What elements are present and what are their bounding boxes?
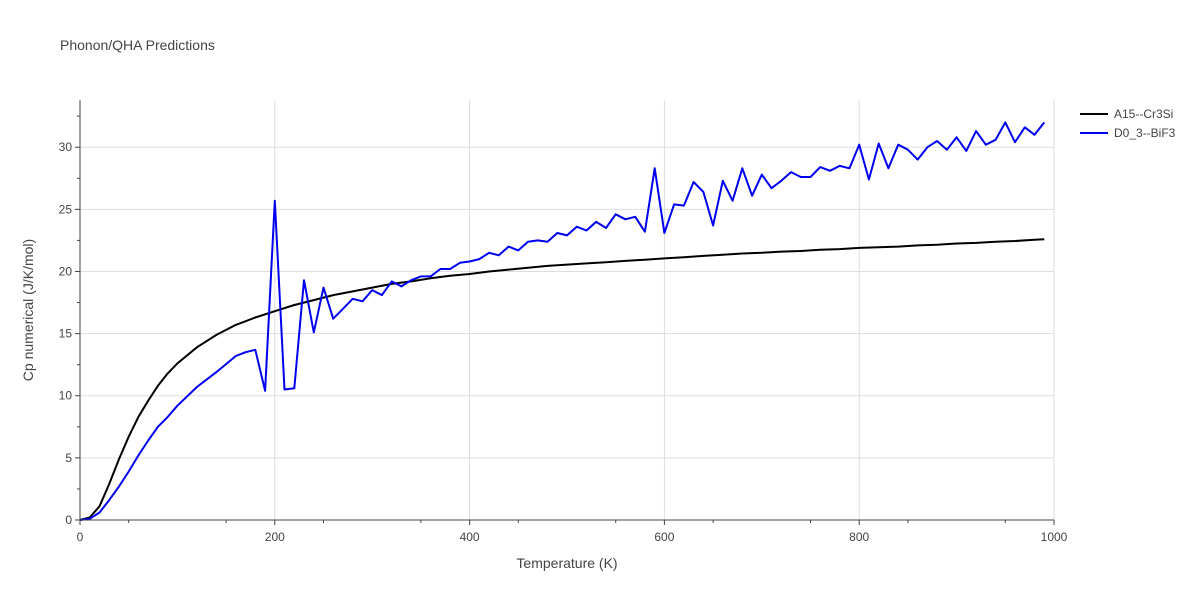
y-tick-label: 20	[59, 264, 73, 278]
x-tick-label: 0	[77, 530, 84, 544]
y-tick-label: 15	[59, 327, 73, 341]
x-tick-label: 600	[654, 530, 674, 544]
tick-layer: 0 200 400 600 800 1000 0 5 10 15 20 25 30	[59, 115, 1068, 544]
x-tick-label: 200	[265, 530, 285, 544]
y-tick-label: 10	[59, 389, 73, 403]
x-axis-title: Temperature (K)	[516, 555, 617, 571]
legend-label: D0_3--BiF3	[1114, 126, 1176, 140]
legend: A15--Cr3Si D0_3--BiF3	[1080, 107, 1176, 140]
grid-layer	[80, 100, 1055, 520]
y-axis-title: Cp numerical (J/K/mol)	[20, 239, 36, 381]
axes-layer	[79, 100, 1054, 521]
chart-title: Phonon/QHA Predictions	[60, 37, 215, 53]
x-tick-label: 400	[460, 530, 480, 544]
y-tick-label: 5	[65, 451, 72, 465]
x-tick-label: 1000	[1041, 530, 1068, 544]
y-tick-label: 0	[65, 513, 72, 527]
y-tick-label: 30	[59, 140, 73, 154]
series-line-1	[79, 238, 1045, 521]
x-tick-label: 800	[849, 530, 869, 544]
series-layer	[79, 121, 1046, 521]
series-line-2	[79, 121, 1046, 521]
y-tick-label: 25	[59, 202, 73, 216]
legend-label: A15--Cr3Si	[1114, 107, 1173, 121]
